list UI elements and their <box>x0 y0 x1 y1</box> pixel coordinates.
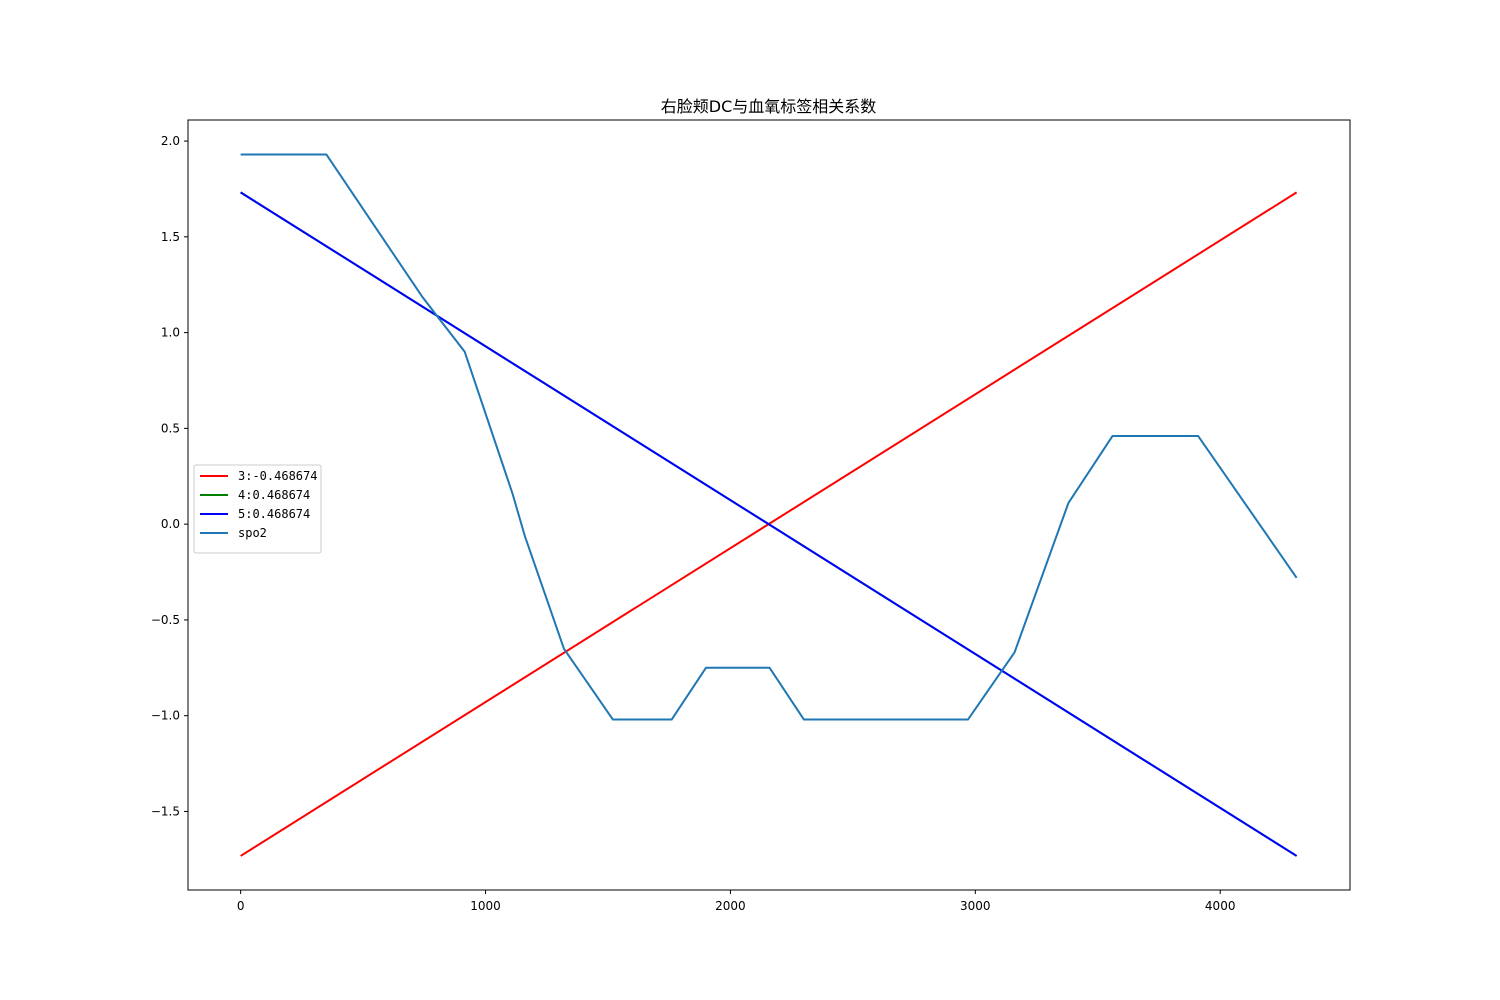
chart-title: 右脸颊DC与血氧标签相关系数 <box>661 97 877 116</box>
y-tick-label: −1.5 <box>151 804 180 818</box>
y-tick-label: −1.0 <box>151 709 180 723</box>
plot-area <box>188 120 1350 890</box>
x-axis: 0 1000 2000 3000 4000 <box>237 890 1236 913</box>
series-lines <box>240 153 1298 857</box>
y-tick-label: 2.0 <box>161 134 180 148</box>
y-tick-label: 0.5 <box>161 421 180 435</box>
y-tick-label: 1.0 <box>161 326 180 340</box>
x-tick-label: 2000 <box>715 899 746 913</box>
y-tick-label: 0.0 <box>161 517 180 531</box>
x-tick-label: 3000 <box>960 899 991 913</box>
legend-label: 4:0.468674 <box>238 488 310 502</box>
legend-label: spo2 <box>238 526 267 540</box>
y-tick-label: 1.5 <box>161 230 180 244</box>
legend-box <box>193 464 322 554</box>
plot-frame <box>187 119 1351 891</box>
legend: 3:-0.468674 4:0.468674 5:0.468674 spo2 <box>193 464 322 554</box>
x-tick-label: 1000 <box>470 899 501 913</box>
series-line-4 <box>240 153 1298 721</box>
legend-label: 5:0.468674 <box>238 507 310 521</box>
y-axis: −1.5 −1.0 −0.5 0.0 0.5 1.0 1.5 2.0 <box>151 134 188 818</box>
series-line-3 <box>240 191 1298 857</box>
legend-label: 3:-0.468674 <box>238 469 317 483</box>
y-tick-label: −0.5 <box>151 613 180 627</box>
x-tick-label: 0 <box>237 899 245 913</box>
x-tick-label: 4000 <box>1205 899 1236 913</box>
